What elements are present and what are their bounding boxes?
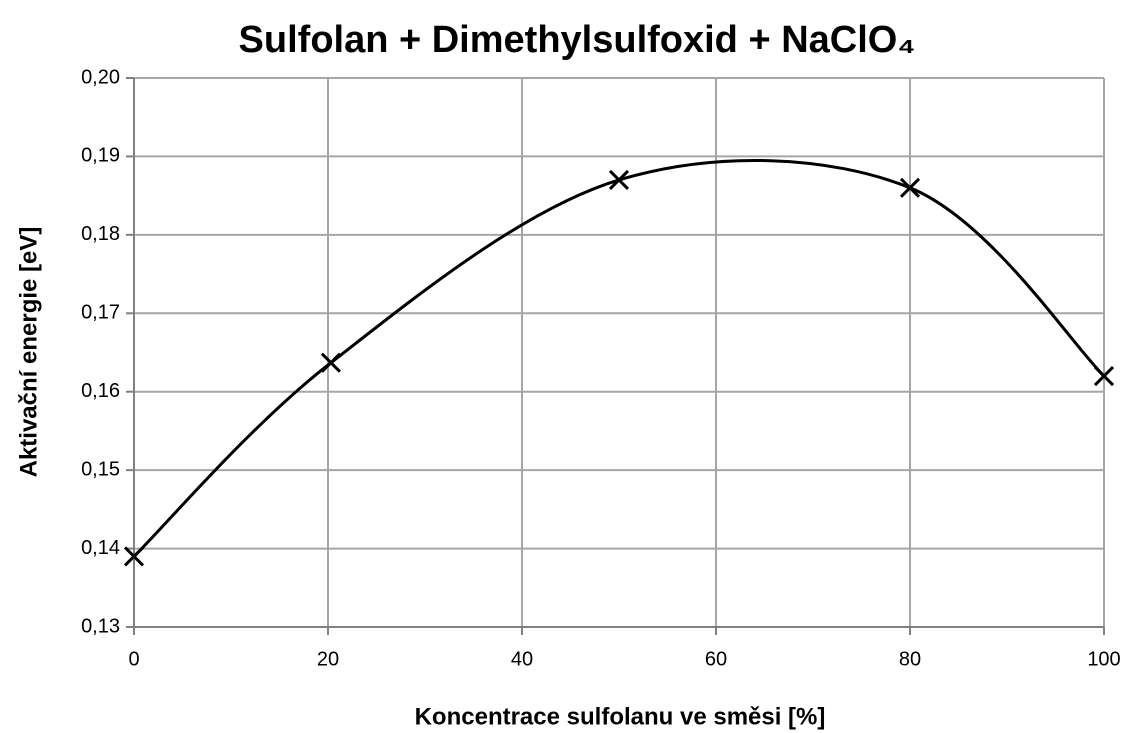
chart-title: Sulfolan + Dimethylsulfoxid + NaClO₄ bbox=[239, 19, 916, 61]
y-tick-label: 0,19 bbox=[81, 145, 120, 167]
x-tick-label: 0 bbox=[128, 648, 139, 670]
x-tick-label: 60 bbox=[705, 648, 727, 670]
marker bbox=[608, 169, 630, 191]
x-tick-label: 40 bbox=[511, 648, 533, 670]
marker bbox=[320, 352, 341, 373]
y-tick-label: 0,18 bbox=[81, 223, 120, 245]
y-tick-label: 0,16 bbox=[81, 380, 120, 402]
y-tick-label: 0,15 bbox=[81, 458, 120, 480]
y-tick-label: 0,13 bbox=[81, 615, 120, 637]
trend-line bbox=[132, 158, 1106, 558]
marker bbox=[123, 546, 145, 567]
y-tick-label: 0,14 bbox=[81, 537, 120, 559]
y-tick-label: 0,20 bbox=[81, 66, 120, 88]
marker bbox=[1093, 365, 1115, 387]
x-axis-label: Koncentrace sulfolanu ve směsi [%] bbox=[415, 703, 826, 730]
x-tick-label: 100 bbox=[1087, 648, 1120, 670]
x-tick-label: 80 bbox=[899, 648, 921, 670]
y-axis-label: Aktivační energie [eV] bbox=[15, 227, 42, 478]
marker bbox=[899, 177, 921, 198]
x-tick-label: 20 bbox=[317, 648, 339, 670]
y-tick-label: 0,17 bbox=[81, 302, 120, 324]
